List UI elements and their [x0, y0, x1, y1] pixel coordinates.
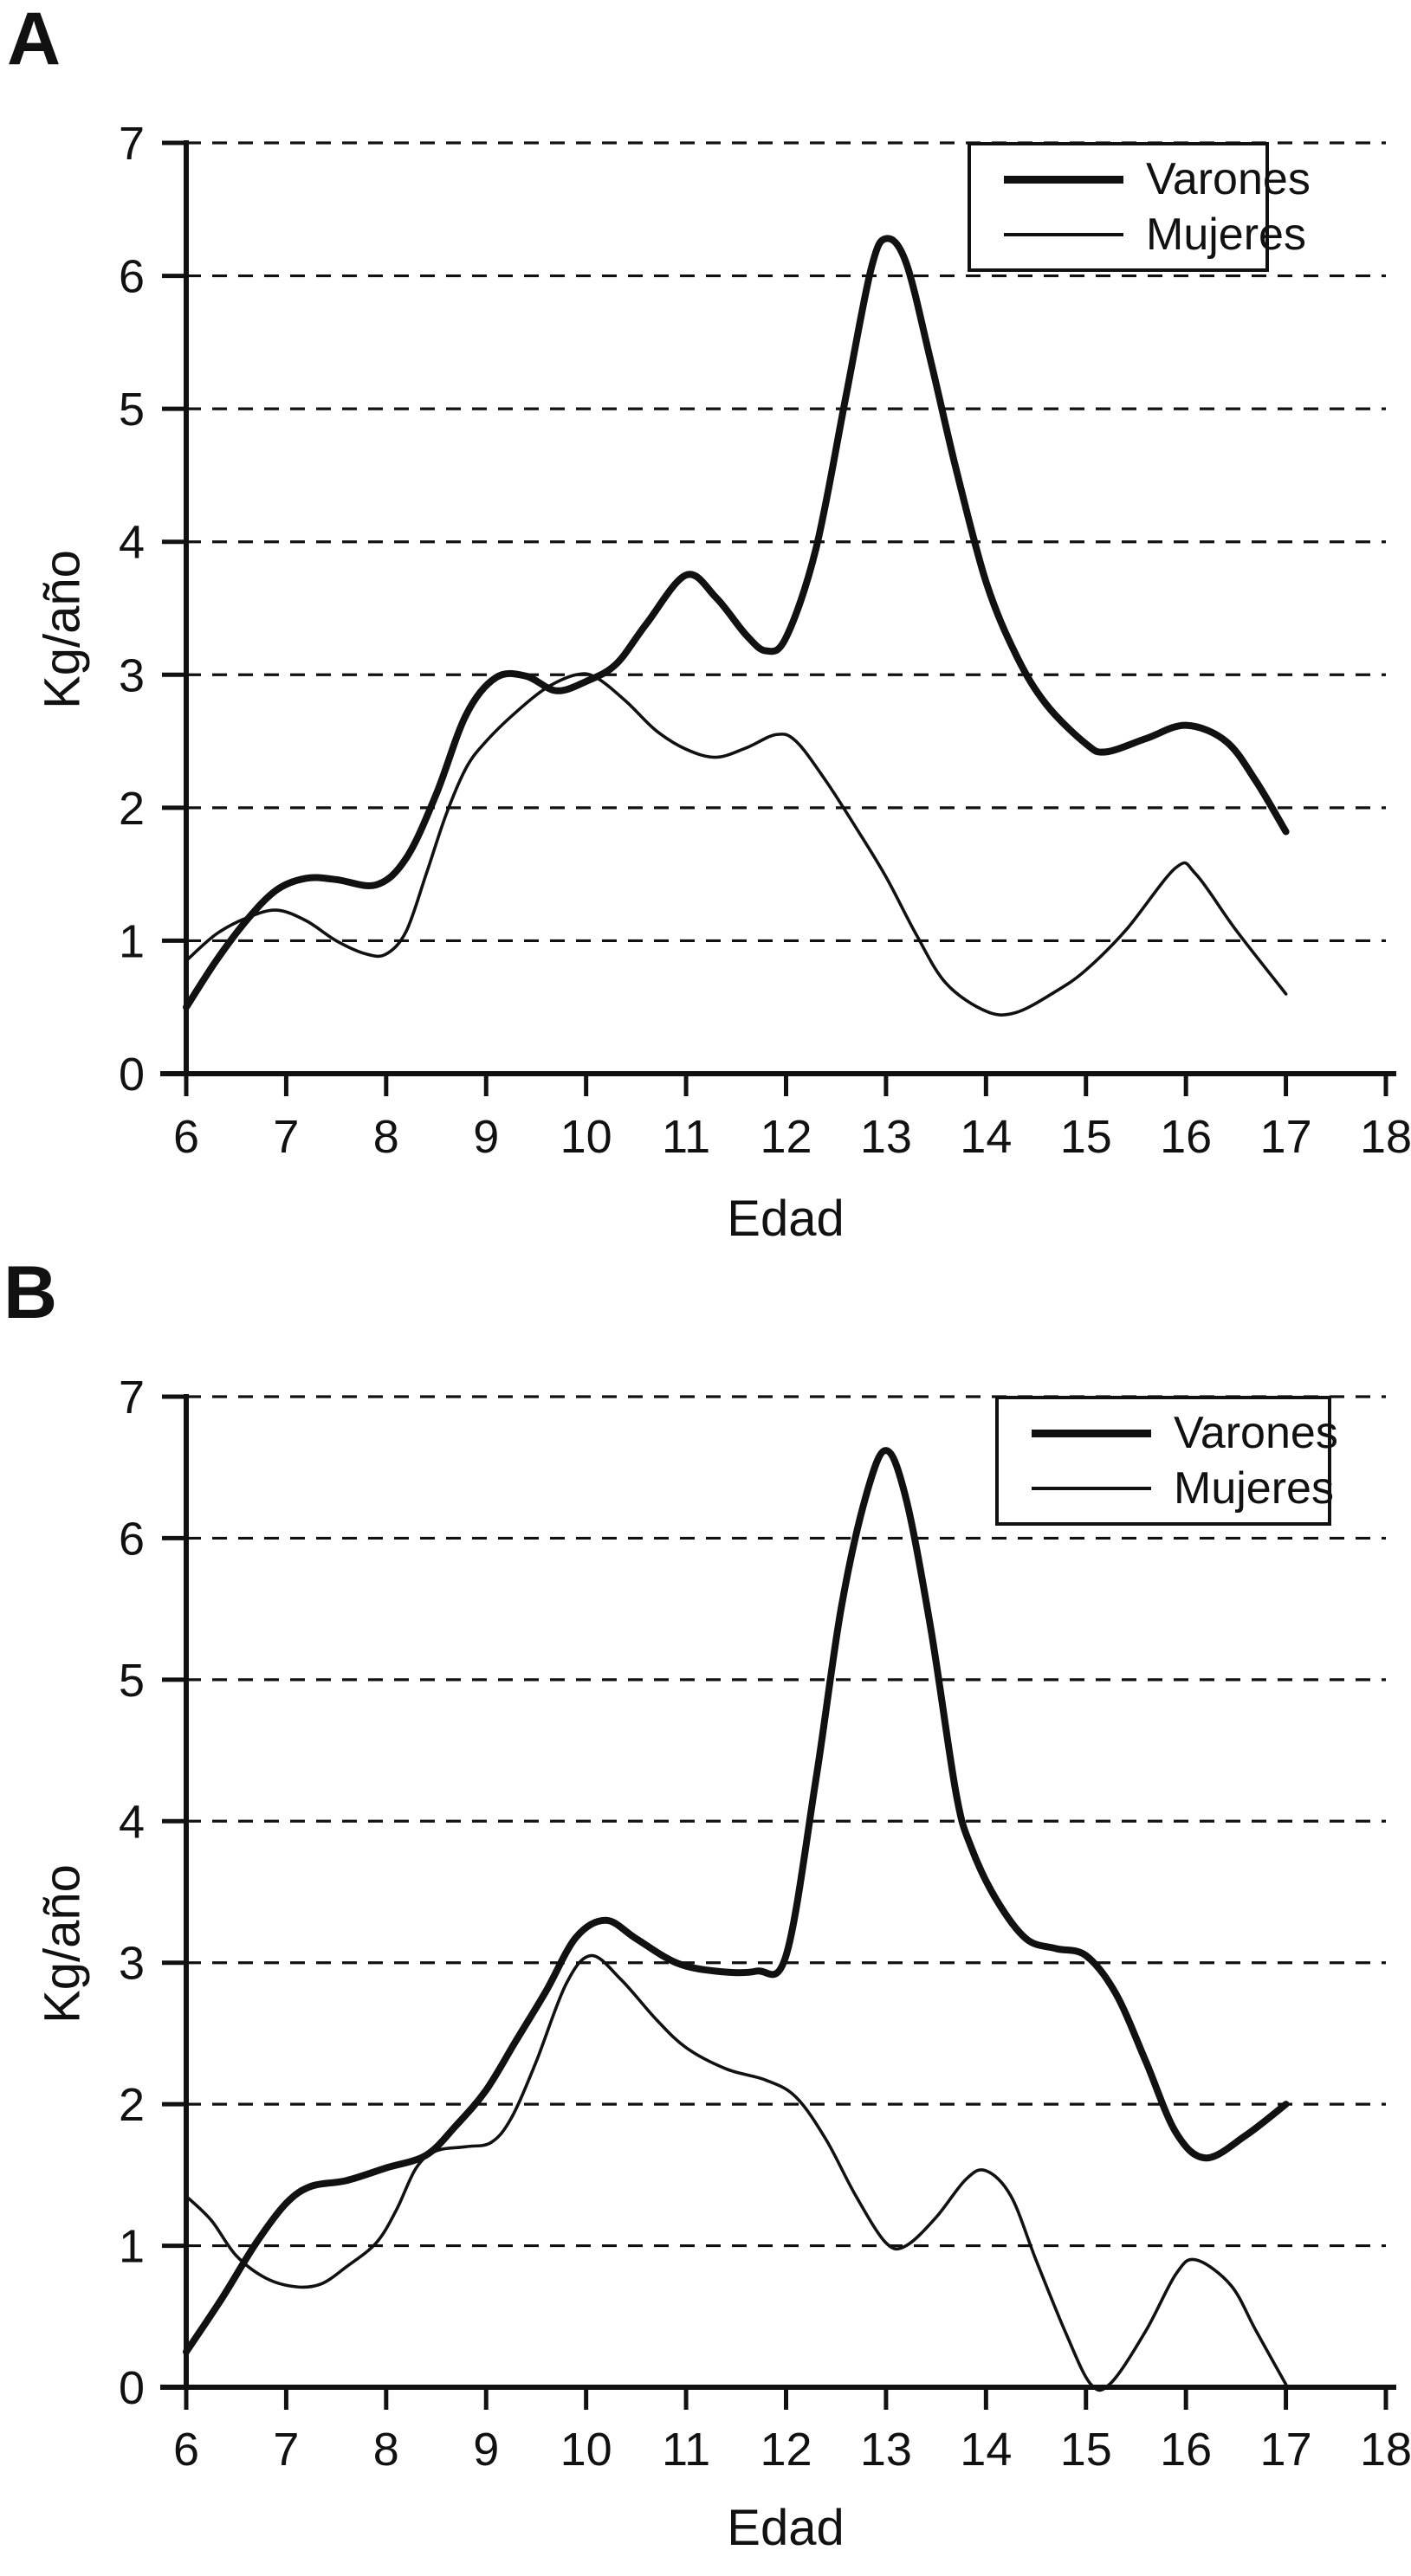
y-tick-label-4-panel-a: 4 [119, 517, 145, 569]
x-tick-label-6-panel-b: 6 [173, 2424, 199, 2476]
varones-line-sample [1004, 175, 1123, 184]
panel-b-x-axis-title: Edad [727, 2500, 845, 2556]
y-tick-label-7-panel-a: 7 [119, 118, 145, 170]
legend-label-mujeres: Mujeres [1146, 210, 1306, 260]
x-tick-label-6-panel-a: 6 [173, 1111, 199, 1163]
panel-a-x-axis-title: Edad [727, 1191, 845, 1247]
panel-b-legend: Varones Mujeres [995, 1396, 1338, 1526]
y-tick-label-6-panel-b: 6 [119, 1513, 145, 1565]
panel-a-letter: A [7, 0, 61, 81]
legend-label-mujeres: Mujeres [1174, 1463, 1334, 1514]
legend-label-varones: Varones [1146, 154, 1311, 204]
panel-a-legend: Varones Mujeres [968, 142, 1311, 272]
x-tick-label-8-panel-a: 8 [373, 1111, 399, 1163]
varones-line-sample [1032, 1429, 1151, 1437]
y-tick-label-1-panel-b: 1 [119, 2221, 145, 2273]
x-tick-label-13-panel-b: 13 [860, 2424, 912, 2476]
y-tick-label-0-panel-a: 0 [119, 1049, 145, 1101]
y-tick-label-3-panel-a: 3 [119, 649, 145, 701]
x-tick-label-17-panel-b: 17 [1260, 2424, 1312, 2476]
y-tick-label-5-panel-a: 5 [119, 384, 145, 436]
x-tick-label-12-panel-b: 12 [760, 2424, 812, 2476]
y-tick-label-7-panel-b: 7 [119, 1372, 145, 1424]
x-tick-label-14-panel-b: 14 [960, 2424, 1012, 2476]
x-tick-label-18-panel-a: 18 [1360, 1111, 1411, 1163]
panel-a-y-axis-title: Kg/año [34, 550, 91, 709]
x-tick-label-9-panel-a: 9 [473, 1111, 499, 1163]
x-tick-label-16-panel-a: 16 [1160, 1111, 1212, 1163]
panel-b-legend-row-mujeres: Mujeres [1032, 1466, 1334, 1511]
x-tick-label-7-panel-b: 7 [273, 2424, 299, 2476]
panel-b-legend-row-varones: Varones [1032, 1411, 1338, 1456]
y-tick-label-2-panel-b: 2 [119, 2079, 145, 2131]
x-tick-label-15-panel-a: 15 [1060, 1111, 1112, 1163]
x-tick-label-16-panel-b: 16 [1160, 2424, 1212, 2476]
varones-curve-panel-b [183, 1447, 1290, 2356]
x-tick-label-18-panel-b: 18 [1360, 2424, 1411, 2476]
panel-a-legend-row-varones: Varones [1004, 157, 1311, 202]
mujeres-line-sample [1032, 1487, 1151, 1490]
x-tick-label-10-panel-b: 10 [560, 2424, 612, 2476]
y-tick-label-0-panel-b: 0 [119, 2362, 145, 2414]
x-tick-label-17-panel-a: 17 [1260, 1111, 1312, 1163]
y-tick-label-4-panel-b: 4 [119, 1796, 145, 1848]
x-tick-label-9-panel-b: 9 [473, 2424, 499, 2476]
y-tick-label-3-panel-b: 3 [119, 1938, 145, 1990]
varones-curve-panel-a [183, 235, 1290, 1011]
y-tick-label-1-panel-a: 1 [119, 915, 145, 967]
x-tick-label-11-panel-a: 11 [662, 1111, 710, 1163]
y-tick-label-6-panel-a: 6 [119, 251, 145, 303]
x-tick-label-12-panel-a: 12 [760, 1111, 812, 1163]
legend-label-varones: Varones [1174, 1408, 1338, 1458]
panel-a-legend-row-mujeres: Mujeres [1004, 212, 1306, 257]
mujeres-curve-panel-a [184, 672, 1288, 1017]
x-tick-label-14-panel-a: 14 [960, 1111, 1012, 1163]
panel-b-y-axis-title: Kg/año [34, 1864, 91, 2024]
panel-b-letter: B [3, 1251, 58, 1334]
y-tick-label-5-panel-b: 5 [119, 1655, 145, 1707]
x-tick-label-10-panel-a: 10 [560, 1111, 612, 1163]
mujeres-line-sample [1004, 233, 1123, 236]
x-tick-label-15-panel-b: 15 [1060, 2424, 1112, 2476]
y-tick-label-2-panel-a: 2 [119, 783, 145, 835]
x-tick-label-11-panel-b: 11 [662, 2424, 710, 2476]
x-tick-label-13-panel-a: 13 [860, 1111, 912, 1163]
x-tick-label-8-panel-b: 8 [373, 2424, 399, 2476]
x-tick-label-7-panel-a: 7 [273, 1111, 299, 1163]
mujeres-curve-panel-b [184, 1953, 1288, 2392]
